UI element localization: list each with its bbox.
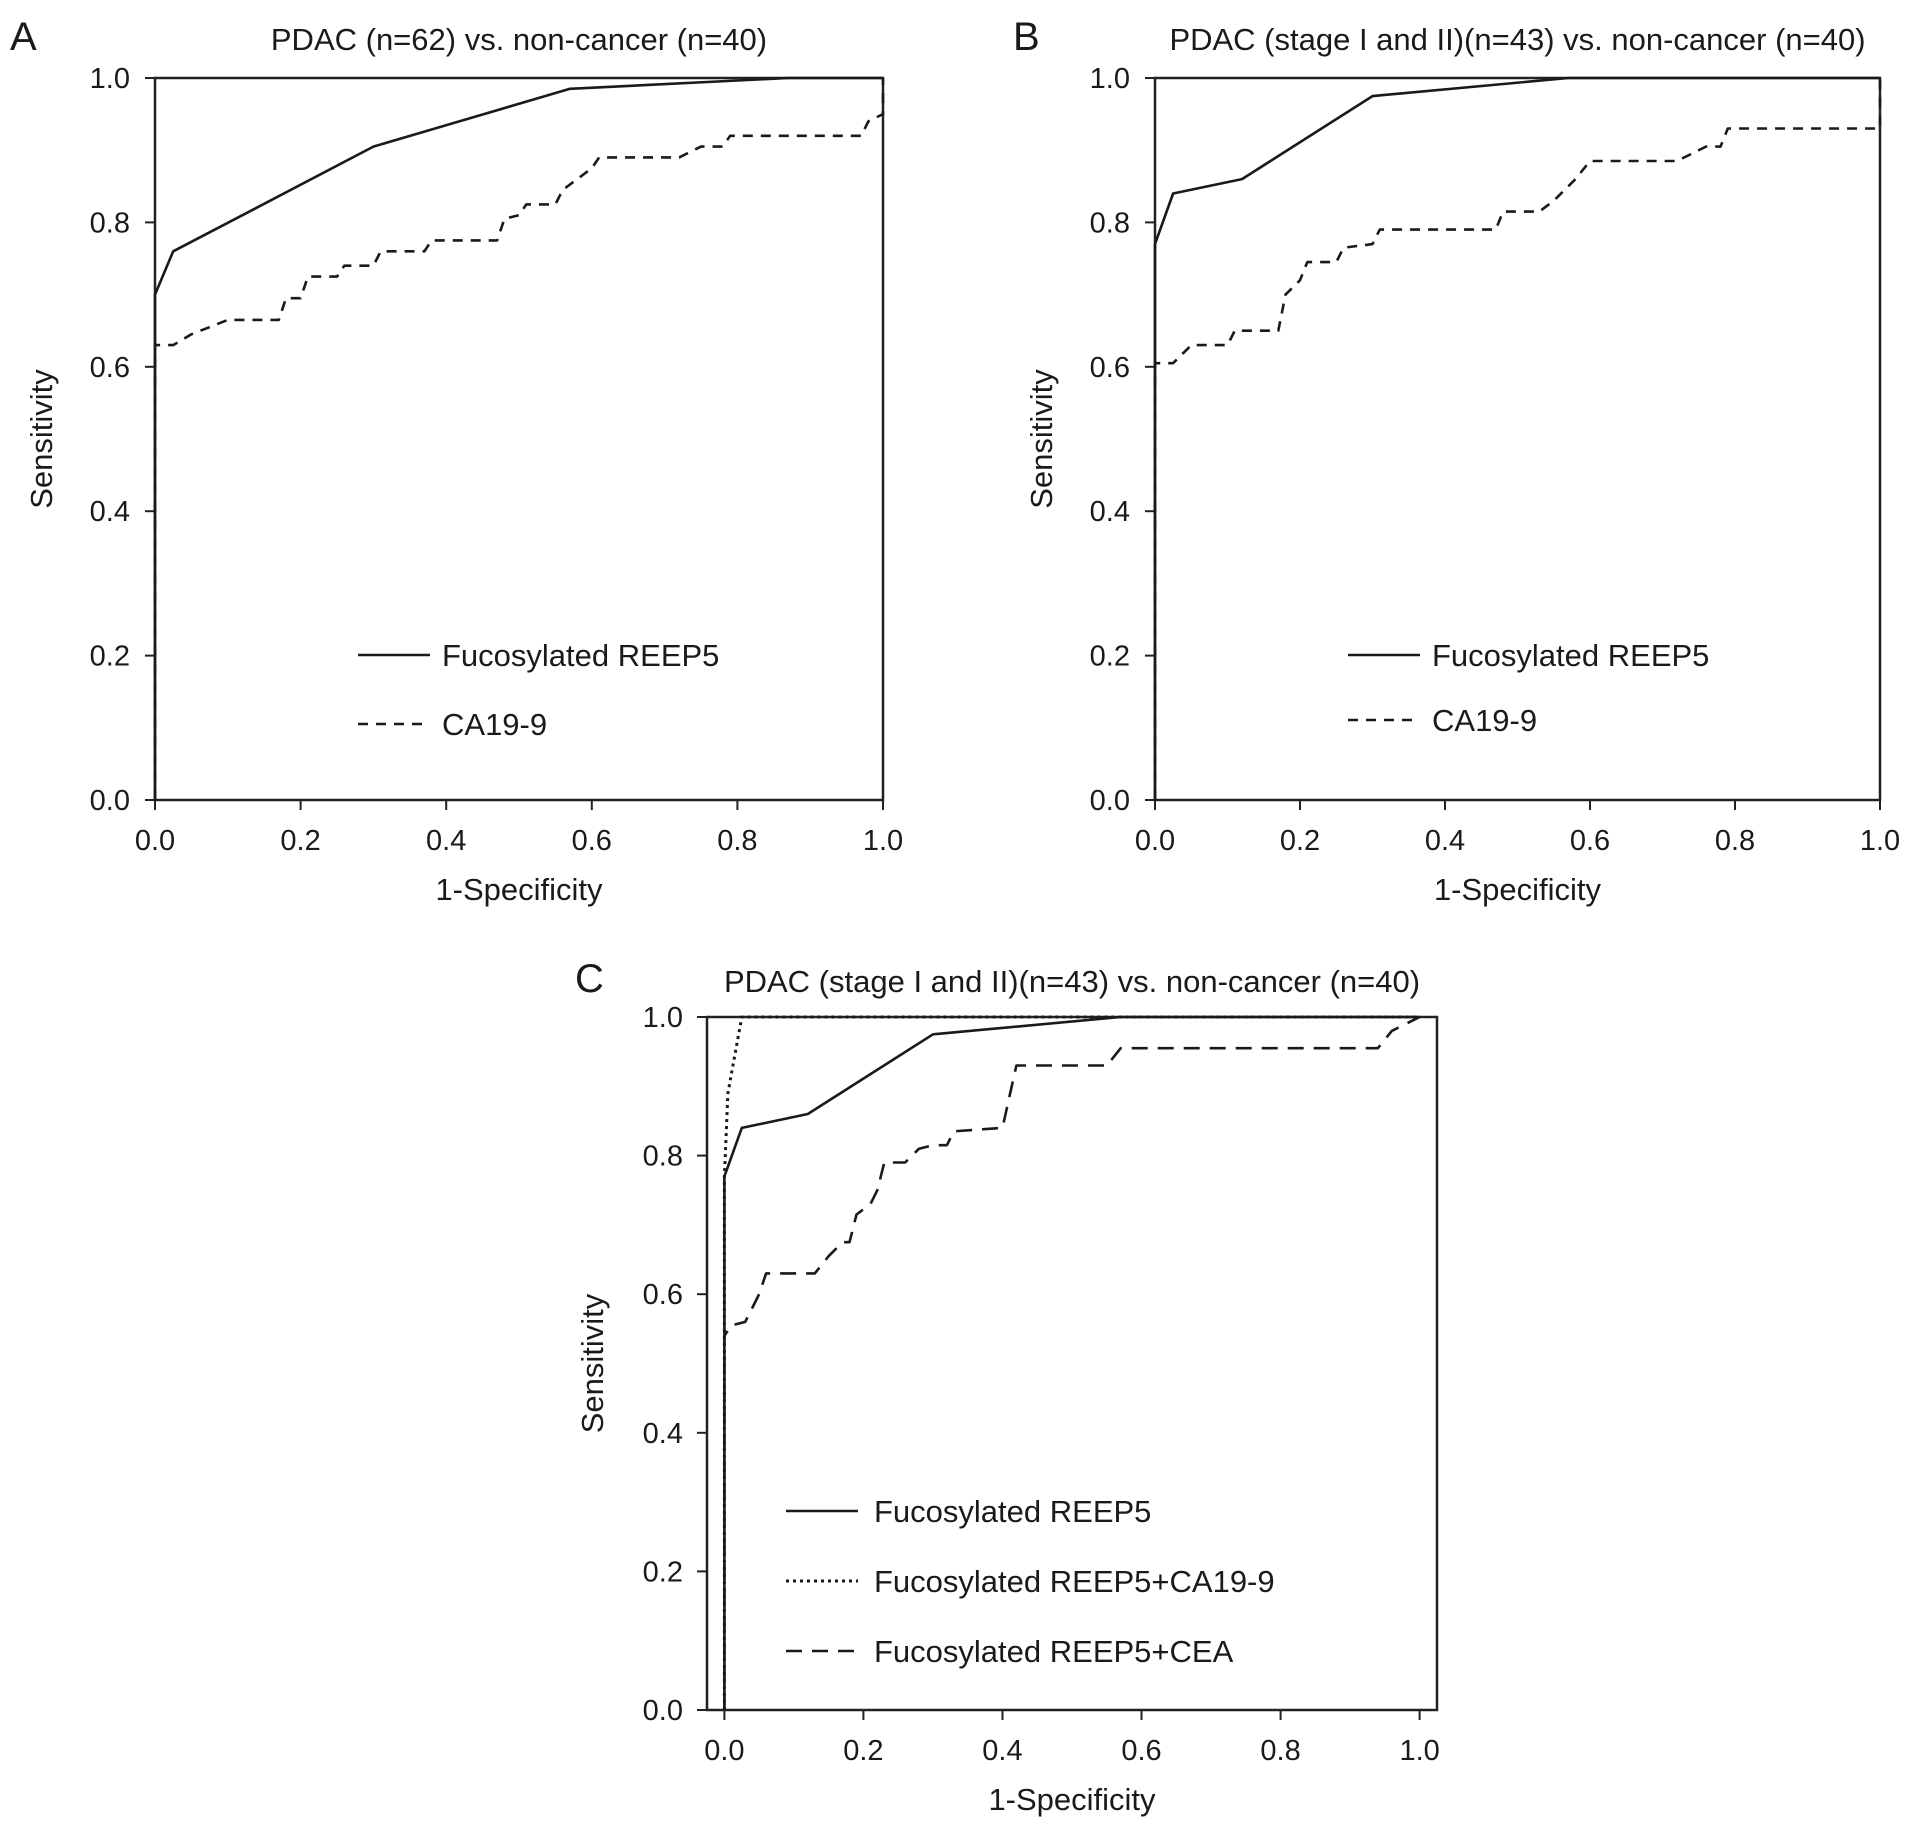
y-tick-label-a: 1.0 <box>90 63 130 95</box>
x-tick-label-b: 1.0 <box>1860 825 1900 857</box>
y-tick-label-b: 0.8 <box>1090 207 1130 239</box>
chart-title-b: PDAC (stage I and II)(n=43) vs. non-canc… <box>1169 22 1865 57</box>
legend-label-c-3: Fucosylated REEP5+CEA <box>874 1634 1234 1669</box>
panel-letter-a: A <box>10 15 37 59</box>
panel-letter-b: B <box>1013 15 1040 59</box>
x-tick-label-c: 0.4 <box>982 1735 1022 1767</box>
y-axis-label-a: Sensitivity <box>24 369 59 509</box>
panel-letter-c: C <box>575 957 604 1001</box>
y-tick-label-c: 0.2 <box>643 1556 683 1588</box>
y-axis-label-c: Sensitivity <box>575 1293 610 1433</box>
y-tick-label-c: 1.0 <box>643 1002 683 1034</box>
chart-title-c: PDAC (stage I and II)(n=43) vs. non-canc… <box>724 964 1420 999</box>
panel-b: B PDAC (stage I and II)(n=43) vs. non-can… <box>1013 15 1900 907</box>
x-tick-label-c: 0.2 <box>843 1735 883 1767</box>
x-axis-label-a: 1-Specificity <box>435 872 603 907</box>
x-tick-label-c: 0.6 <box>1121 1735 1161 1767</box>
y-tick-label-a: 0.2 <box>90 641 130 673</box>
series-line-b-1 <box>1153 76 1880 800</box>
y-tick-label-b: 0.2 <box>1090 641 1130 673</box>
series-line-b-2 <box>1153 78 1882 800</box>
legend-label-c-2: Fucosylated REEP5+CA19-9 <box>874 1564 1275 1599</box>
chart-title-a: PDAC (n=62) vs. non-cancer (n=40) <box>271 22 767 57</box>
x-tick-label-b: 0.0 <box>1135 825 1175 857</box>
x-tick-label-c: 1.0 <box>1399 1735 1439 1767</box>
x-axis-label-b: 1-Specificity <box>1434 872 1602 907</box>
x-tick-label-c: 0.0 <box>704 1735 744 1767</box>
y-tick-label-c: 0.6 <box>643 1279 683 1311</box>
y-tick-label-c: 0.0 <box>643 1695 683 1727</box>
x-tick-label-c: 0.8 <box>1260 1735 1300 1767</box>
legend-label-c-1: Fucosylated REEP5 <box>874 1494 1151 1529</box>
y-tick-label-b: 0.6 <box>1090 352 1130 384</box>
series-line-c-1 <box>723 1015 1420 1710</box>
series-line-a-2 <box>153 78 885 800</box>
panel-a: A PDAC (n=62) vs. non-cancer (n=40) 0.0 0.2… <box>10 15 903 907</box>
legend-label-a-2: CA19-9 <box>442 707 547 742</box>
y-tick-label-a: 0.8 <box>90 207 130 239</box>
y-tick-label-b: 0.4 <box>1090 496 1130 528</box>
x-tick-label-a: 0.4 <box>426 825 466 857</box>
x-tick-label-a: 1.0 <box>863 825 903 857</box>
plot-frame-a <box>153 76 885 802</box>
x-tick-label-b: 0.8 <box>1715 825 1755 857</box>
plot-frame-c <box>705 1015 1439 1712</box>
y-tick-label-a: 0.4 <box>90 496 130 528</box>
y-tick-label-c: 0.4 <box>643 1418 683 1450</box>
x-tick-label-a: 0.8 <box>717 825 757 857</box>
y-tick-label-a: 0.0 <box>90 785 130 817</box>
x-tick-label-a: 0.6 <box>572 825 612 857</box>
legend-label-b-2: CA19-9 <box>1432 703 1537 738</box>
x-axis-label-c: 1-Specificity <box>988 1782 1156 1817</box>
x-tick-label-b: 0.6 <box>1570 825 1610 857</box>
y-tick-label-c: 0.8 <box>643 1141 683 1173</box>
y-tick-label-b: 1.0 <box>1090 63 1130 95</box>
x-tick-label-a: 0.0 <box>135 825 175 857</box>
x-tick-label-b: 0.4 <box>1425 825 1465 857</box>
legend-label-b-1: Fucosylated REEP5 <box>1432 638 1709 673</box>
y-axis-label-b: Sensitivity <box>1024 369 1059 509</box>
series-line-c-3 <box>723 1015 1421 1710</box>
x-tick-label-b: 0.2 <box>1280 825 1320 857</box>
x-tick-label-a: 0.2 <box>280 825 320 857</box>
series-line-a-1 <box>153 76 883 800</box>
y-tick-label-b: 0.0 <box>1090 785 1130 817</box>
legend-label-a-1: Fucosylated REEP5 <box>442 638 719 673</box>
y-tick-label-a: 0.6 <box>90 352 130 384</box>
series-line-c-2 <box>722 1015 1420 1710</box>
panel-c: C PDAC (stage I and II)(n=43) vs. non-can… <box>575 957 1440 1817</box>
plot-frame-b <box>1153 76 1882 802</box>
